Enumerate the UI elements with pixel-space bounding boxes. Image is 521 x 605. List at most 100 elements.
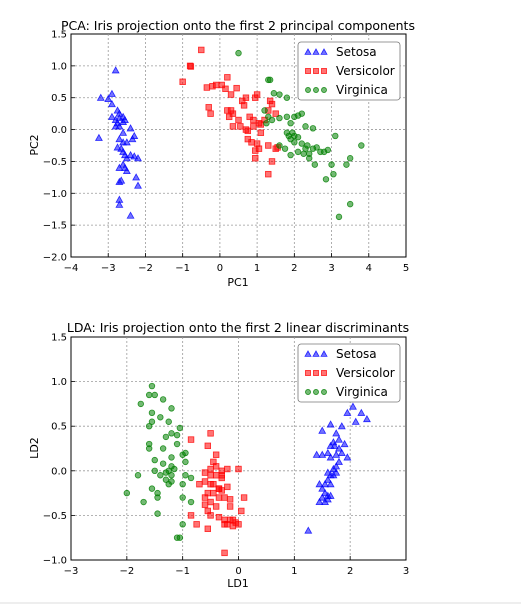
lda-legend-marker-setosa [320,350,328,357]
pca-point-virginica [306,150,313,157]
lda-point-setosa [318,426,327,434]
lda-point-virginica [134,472,142,479]
lda-y-ticks: −1.0 −0.5 0.0 0.5 1.0 1.5 [43,333,75,567]
pca-point-setosa [115,177,124,185]
pca-point-virginica [346,200,354,208]
lda-point-versicolor [221,549,228,557]
pca-x-tick-label: 0 [217,263,223,274]
pca-point-virginica [298,140,305,147]
lda-x-tick-label: −3 [64,566,79,577]
pca-point-virginica [235,49,242,57]
lda-point-virginica [182,458,189,466]
lda-point-setosa [318,493,327,501]
lda-point-versicolor [224,483,231,491]
pca-point-virginica [346,155,354,162]
lda-point-virginica [154,510,161,517]
lda-point-versicolor [204,442,211,450]
lda-point-setosa [315,480,324,488]
pca-point-versicolor [255,145,263,152]
lda-point-setosa [326,420,335,428]
lda-point-setosa [326,491,335,499]
pca-legend-marker-versicolor [313,68,319,74]
lda-point-setosa [362,414,371,423]
pca-point-versicolor [252,155,259,162]
lda-point-virginica [168,430,175,437]
pca-point-setosa [96,93,105,101]
pca-point-versicolor [240,102,248,109]
pca-y-tick-label: 0.0 [51,125,67,136]
pca-point-virginica [309,125,317,132]
pca-point-setosa [104,94,113,103]
pca-point-setosa [111,66,120,74]
lda-point-versicolor [196,480,203,488]
pca-x-tick-label: −2 [138,263,153,274]
lda-point-versicolor [207,512,214,519]
lda-point-versicolor [238,507,245,515]
lda-point-setosa [323,475,332,483]
pca-point-virginica [276,91,283,98]
pca-chart: PCA: Iris projection onto the first 2 pr… [28,18,415,289]
lda-point-versicolor [201,494,209,501]
lda-point-virginica [145,391,153,399]
pca-legend-marker-versicolor [305,68,311,74]
pca-point-versicolor [253,91,261,98]
lda-point-setosa [304,526,313,534]
lda-point-virginica [162,476,170,483]
pca-point-virginica [302,123,309,130]
lda-point-virginica [171,465,178,473]
lda-x-ticks: −3 −2 −1 0 1 2 3 [64,556,409,577]
pca-point-setosa [128,135,137,143]
pca-point-virginica [335,213,343,221]
pca-point-virginica [261,107,268,114]
lda-x-tick-label: −1 [175,566,190,577]
lda-point-virginica [123,489,131,497]
pca-point-versicolor [224,74,231,81]
pca-point-setosa [134,154,142,162]
pca-point-virginica [317,148,324,156]
pca-point-versicolor [250,123,257,130]
lda-point-virginica [159,460,167,467]
pca-point-virginica [283,129,291,136]
lda-point-virginica [187,474,195,482]
pca-point-versicolor [268,100,276,108]
lda-x-tick-label: −2 [119,566,134,577]
pca-point-versicolor [265,142,272,149]
lda-chart: LDA: Iris projection onto the first 2 li… [28,320,409,590]
pca-point-virginica [281,145,289,152]
pca-point-setosa [122,166,131,175]
lda-point-versicolor [218,472,225,479]
pca-point-setosa [107,89,116,97]
lda-point-setosa [326,453,335,461]
lda-point-virginica [162,433,170,441]
pca-y-tick-label: −2.0 [43,253,67,264]
pca-point-virginica [298,110,305,117]
lda-legend-label-versicolor: Versicolor [336,366,395,380]
pca-point-setosa [132,173,141,181]
pca-point-virginica [268,116,276,124]
pca-point-versicolor [250,116,257,124]
lda-point-versicolor [201,469,209,476]
lda-legend-box [297,343,401,403]
pca-point-virginica [287,119,294,127]
lda-y-tick-label: 0.5 [51,422,67,433]
pca-point-versicolor [268,158,276,165]
pca-legend-marker-versicolor [321,68,327,74]
pca-point-versicolor [257,121,265,128]
lda-legend-marker-virginica [321,389,327,395]
pca-y-tick-label: −0.5 [43,157,67,168]
lda-point-versicolor [212,503,220,510]
pca-point-virginica [276,114,283,122]
pca-point-setosa [94,133,103,141]
lda-point-virginica [165,480,172,488]
lda-point-virginica [182,472,189,479]
lda-point-setosa [340,439,349,448]
pca-point-versicolor [218,81,225,89]
pca-legend-label-virginica: Virginica [336,83,388,97]
lda-point-setosa [351,417,360,425]
lda-point-versicolor [193,521,200,528]
lda-y-tick-label: −0.5 [43,511,67,522]
pca-point-virginica [332,132,339,140]
pca-y-ticks: −2.0 −1.5 −1.0 −0.5 0.0 0.5 1.0 1.5 [43,30,75,264]
lda-point-versicolor [201,501,209,508]
